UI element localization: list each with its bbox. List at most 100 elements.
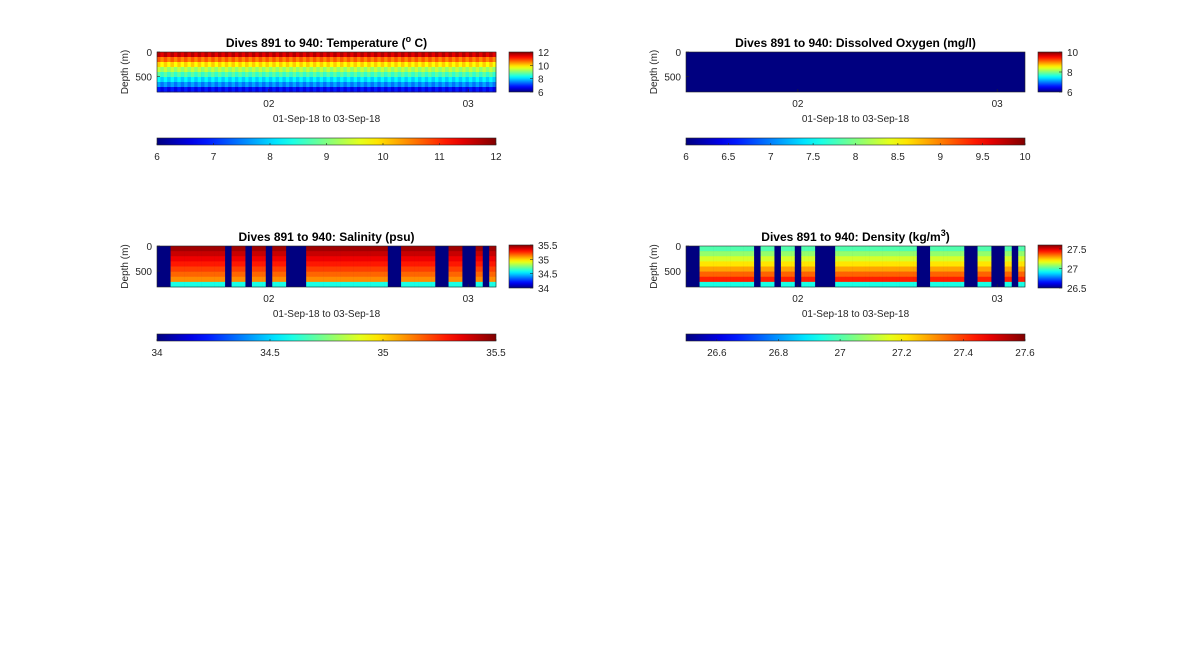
- cell: [699, 251, 704, 257]
- cell: [204, 271, 209, 278]
- cell: [384, 251, 388, 257]
- cell: [438, 82, 443, 88]
- cell: [316, 72, 321, 78]
- cell: [241, 276, 246, 283]
- cell: [326, 57, 331, 63]
- cell: [957, 266, 961, 272]
- cell: [258, 271, 263, 278]
- bottom-colorbar-tick: 35: [377, 348, 389, 359]
- cell: [170, 57, 175, 63]
- cell: [228, 87, 232, 93]
- cell: [953, 266, 958, 272]
- cell: [384, 276, 388, 283]
- cell: [238, 276, 243, 283]
- cell: [947, 246, 951, 252]
- cell: [346, 77, 351, 83]
- cell: [231, 251, 236, 257]
- cell: [292, 82, 297, 88]
- cell: [421, 67, 426, 73]
- cell: [875, 266, 880, 272]
- cell: [373, 67, 378, 73]
- cell: [173, 251, 178, 257]
- cell: [262, 266, 266, 272]
- cell: [458, 271, 463, 278]
- cell: [370, 251, 375, 257]
- cell: [387, 62, 392, 68]
- cell: [275, 266, 280, 272]
- cell: [424, 67, 429, 73]
- cell: [468, 77, 473, 83]
- cell: [848, 261, 853, 267]
- cell: [462, 87, 466, 93]
- cell: [197, 271, 202, 278]
- bottom-colorbar-tick: 7.5: [806, 152, 820, 163]
- cell: [740, 271, 744, 278]
- cell: [360, 82, 365, 88]
- cell: [902, 276, 907, 283]
- cell: [930, 251, 934, 257]
- cell: [852, 251, 856, 257]
- cell: [272, 52, 276, 58]
- cell: [472, 77, 476, 83]
- cell: [302, 57, 307, 63]
- cell: [272, 251, 276, 257]
- cell: [428, 251, 432, 257]
- cell: [275, 251, 280, 257]
- cell: [787, 251, 792, 257]
- cell: [475, 82, 480, 88]
- cell: [977, 271, 982, 278]
- cell: [367, 87, 371, 93]
- cell: [1018, 246, 1022, 252]
- cell: [892, 251, 897, 257]
- cell: [1021, 246, 1026, 252]
- cell: [177, 52, 182, 58]
- cell: [784, 246, 788, 252]
- cell: [475, 87, 480, 93]
- cell: [190, 251, 195, 257]
- cell: [340, 77, 344, 83]
- cell: [340, 246, 344, 252]
- cell: [869, 271, 873, 278]
- cell: [784, 271, 788, 278]
- cell: [787, 271, 792, 278]
- cell: [886, 281, 890, 288]
- cell: [333, 52, 337, 58]
- x-axis-label: 01-Sep-18 to 03-Sep-18: [273, 309, 381, 320]
- cell: [387, 52, 392, 58]
- cell: [421, 82, 426, 88]
- cell: [167, 67, 171, 73]
- cell: [482, 87, 487, 93]
- cell: [292, 67, 297, 73]
- cell: [306, 57, 310, 63]
- cell: [492, 246, 497, 252]
- cell: [214, 266, 219, 272]
- cell: [428, 266, 432, 272]
- cell: [791, 281, 795, 288]
- cell: [292, 87, 297, 93]
- cell: [221, 246, 226, 252]
- cell: [221, 266, 226, 272]
- cell: [462, 72, 466, 78]
- cell: [282, 246, 287, 252]
- cell: [716, 261, 721, 267]
- cell: [184, 67, 188, 73]
- cell: [295, 67, 300, 73]
- cell: [787, 246, 792, 252]
- cell: [231, 67, 236, 73]
- cell: [268, 57, 273, 63]
- cell: [194, 266, 198, 272]
- cell: [380, 276, 385, 283]
- cell: [316, 271, 321, 278]
- cell: [234, 72, 239, 78]
- cell: [397, 62, 402, 68]
- cell: [1021, 256, 1026, 262]
- cell: [906, 276, 911, 283]
- cell: [407, 87, 412, 93]
- cell: [173, 72, 178, 78]
- cell: [899, 246, 904, 252]
- cell: [862, 266, 866, 272]
- cell: [418, 271, 422, 278]
- cell: [424, 87, 429, 93]
- cell: [418, 62, 422, 68]
- cell: [987, 266, 992, 272]
